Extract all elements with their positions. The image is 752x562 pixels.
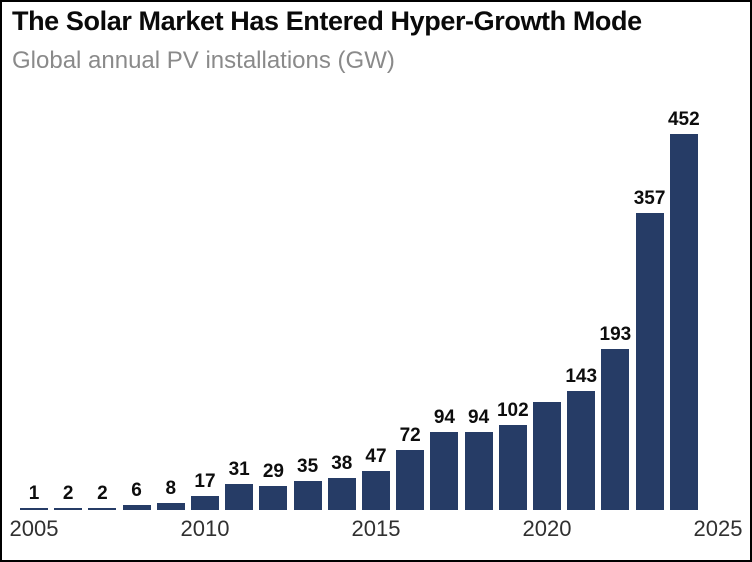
x-axis-tick-label-2020: 2020 xyxy=(522,516,572,541)
bar-value-label-2009: 8 xyxy=(165,478,177,500)
bar-2017 xyxy=(430,431,459,510)
x-axis-tick-label-2005: 2005 xyxy=(9,516,59,541)
bar-value-label-2007: 2 xyxy=(97,482,108,504)
bar-2019 xyxy=(498,425,527,510)
bar-2006 xyxy=(54,507,83,510)
bar-value-label-2018: 94 xyxy=(468,406,490,428)
x-axis-tick-label-2010: 2010 xyxy=(180,516,230,541)
bar-2010 xyxy=(191,495,219,510)
bar-value-label-2017: 94 xyxy=(433,406,455,428)
bar-value-label-2023: 357 xyxy=(633,188,666,210)
bar-value-label-2022: 193 xyxy=(599,324,632,346)
bar-2013 xyxy=(293,480,322,510)
bar-value-label-2012: 29 xyxy=(262,460,284,482)
bar-2005 xyxy=(20,507,48,510)
bar-value-label-2014: 38 xyxy=(331,453,353,475)
bar-value-label-2006: 2 xyxy=(62,482,74,504)
bar-value-label-2010: 17 xyxy=(194,470,216,492)
bar-value-label-2011: 31 xyxy=(228,459,250,481)
bar-2008 xyxy=(122,505,151,510)
bar-2022 xyxy=(601,349,630,510)
bar-value-label-2019: 102 xyxy=(496,400,529,422)
chart-title: The Solar Market Has Entered Hyper-Growt… xyxy=(12,6,642,36)
bar-2021 xyxy=(567,391,596,510)
bar-2011 xyxy=(225,484,254,510)
x-axis-tick-label-2025: 2025 xyxy=(693,516,743,541)
x-axis-tick-label-2015: 2015 xyxy=(351,516,401,541)
bar-2007 xyxy=(88,507,117,510)
bar-2016 xyxy=(396,450,425,510)
bar-2015 xyxy=(362,470,390,510)
bar-value-label-2021: 143 xyxy=(565,366,598,388)
bar-2012 xyxy=(259,485,288,510)
bar-2009 xyxy=(156,503,185,510)
chart-subtitle: Global annual PV installations (GW) xyxy=(12,47,395,74)
bar-value-label-2024: 452 xyxy=(667,109,700,130)
bar-2024 xyxy=(669,134,698,510)
bar-value-label-2015: 47 xyxy=(365,445,387,467)
bar-2023 xyxy=(635,213,664,510)
bar-value-label-2016: 72 xyxy=(399,425,421,447)
bar-2020 xyxy=(533,401,561,510)
bar-value-label-2008: 6 xyxy=(131,480,142,502)
bar-value-label-2005: 1 xyxy=(28,482,40,504)
bar-value-label-2013: 35 xyxy=(297,455,319,477)
bar-2014 xyxy=(327,478,356,510)
bar-2018 xyxy=(464,431,493,510)
